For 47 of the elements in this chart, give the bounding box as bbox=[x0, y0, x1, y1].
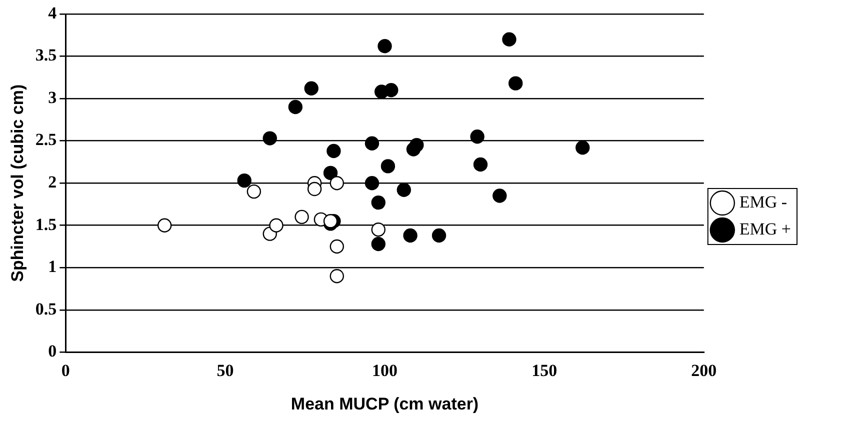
point bbox=[380, 159, 396, 174]
point bbox=[326, 144, 341, 158]
point bbox=[410, 138, 424, 152]
point bbox=[576, 140, 590, 155]
point bbox=[508, 76, 523, 90]
point bbox=[323, 214, 338, 228]
point bbox=[470, 130, 484, 144]
point bbox=[288, 100, 303, 114]
point bbox=[502, 32, 516, 46]
point bbox=[307, 182, 322, 196]
y-axis-title: Sphincter vol (cubic cm) bbox=[8, 84, 27, 282]
point bbox=[323, 166, 338, 180]
point bbox=[403, 228, 418, 243]
point bbox=[492, 188, 507, 203]
point bbox=[304, 81, 318, 96]
point bbox=[371, 222, 386, 237]
point bbox=[157, 218, 172, 232]
point bbox=[432, 228, 446, 243]
x-tick-label: 50 bbox=[216, 360, 234, 380]
y-tick-label: 1.5 bbox=[35, 214, 57, 234]
point bbox=[364, 136, 380, 150]
y-tick-label: 2 bbox=[48, 172, 57, 192]
point bbox=[262, 131, 277, 146]
x-tick-label: 0 bbox=[61, 360, 70, 380]
legend-label: EMG + bbox=[739, 219, 792, 238]
y-tick-label: 0.5 bbox=[35, 299, 57, 318]
y-tick-label: 3.5 bbox=[35, 46, 57, 65]
x-axis-title: Mean MUCP (cm water) bbox=[290, 394, 479, 414]
point bbox=[378, 39, 392, 54]
y-tick-label: 2.5 bbox=[35, 130, 57, 150]
point bbox=[371, 236, 386, 252]
point bbox=[364, 176, 380, 190]
y-tick-label: 4 bbox=[48, 3, 58, 22]
y-tick-label: 1 bbox=[48, 257, 57, 276]
x-tick-label: 150 bbox=[532, 360, 558, 380]
x-tick-label: 200 bbox=[691, 360, 717, 380]
point bbox=[396, 182, 412, 197]
point bbox=[371, 195, 386, 210]
point bbox=[473, 157, 488, 172]
point bbox=[237, 173, 252, 188]
y-tick-label: 3 bbox=[48, 88, 57, 107]
point bbox=[269, 218, 284, 232]
point bbox=[384, 82, 398, 98]
point bbox=[330, 176, 344, 190]
y-tick-label: 0 bbox=[48, 342, 57, 361]
legend-label: EMG - bbox=[739, 192, 788, 212]
x-tick-label: 100 bbox=[372, 360, 398, 380]
